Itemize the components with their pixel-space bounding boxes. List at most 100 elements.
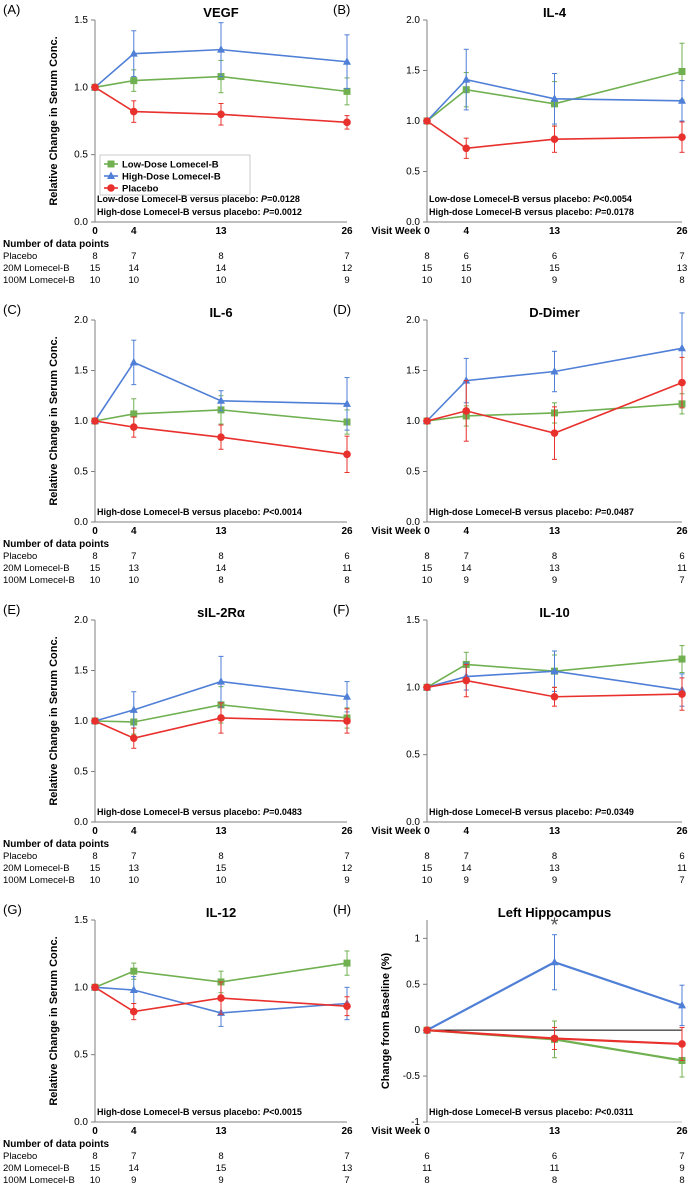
panel-a-point-low [130,77,138,85]
panel-e-count-placebo: 7 [344,851,349,862]
panel-g-point-high [129,985,138,994]
visit-week-label: Visit Week [371,826,421,837]
panel-c-count-low: 15 [90,563,101,574]
panel-d-count-high: 9 [552,575,557,586]
panel-e-point-placebo [129,734,138,742]
panel-b-x-tick-label: 0 [424,226,430,237]
panel-b-stat-line: High-dose Lomecel-B versus placebo: P=0.… [429,207,634,217]
panel-c-count-high: 10 [128,575,139,586]
panel-b-y-tick-label: 0.5 [406,167,420,178]
panel-e-count-low: 15 [90,863,101,874]
panel-g-title: IL-12 [206,905,236,920]
panel-h-point-high [678,1000,686,1009]
panel-c-point-placebo [129,423,138,431]
panel-a-count-high: 9 [344,275,349,286]
panel-g-count-placebo: 8 [218,1151,223,1162]
panel-g-count-low: 15 [216,1163,227,1174]
panel-c-count-low: 14 [216,563,227,574]
panel-e-x-tick-label: 26 [341,826,353,837]
panel-f-x-tick-label: 26 [676,826,688,837]
panel-b-count-placebo: 7 [679,251,684,262]
panel-c-x-tick-label: 26 [341,526,353,537]
panel-h-stat-line: High-dose Lomecel-B versus placebo: P<0.… [429,1107,633,1117]
panel-c-y-tick-label: 0.5 [74,467,88,478]
panel-a-title: VEGF [203,5,238,20]
panel-b-title: IL-4 [543,5,567,20]
panel-d-x-tick-label: 13 [549,526,561,537]
panel-e-y-tick-label: 1.0 [74,716,88,727]
data-points-header: Number of data points [3,839,110,850]
panel-c-y-tick-label: 1.0 [74,416,88,427]
panel-d-count-low: 11 [677,563,687,574]
panel-g-y-tick-label: 0.0 [74,1117,88,1128]
panel-a-stat-line: Low-dose Lomecel-B versus placebo: P=0.0… [97,194,300,204]
panel-f-point-placebo [678,690,686,698]
data-points-header: Number of data points [3,239,110,250]
panel-c-line-low [94,409,348,423]
panel-g-point-placebo [217,994,225,1002]
panel-f-x-tick-label: 4 [463,826,469,837]
panel-g-count-high: 10 [90,1175,101,1186]
panel-c-y-tick-label: 0.0 [74,517,88,528]
panel-a-y-tick-label: 0.0 [74,217,88,228]
panel-b-count-high: 10 [422,275,433,286]
panel-f-count-high: 9 [552,875,557,886]
panel-d-count-low: 15 [422,563,433,574]
panel-f-y-tick-label: 0.0 [406,817,420,828]
panel-a-legend-label-low: Low-Dose Lomecel-B [122,160,219,171]
panel-f-count-placebo: 8 [552,851,557,862]
panel-b-point-placebo [423,117,431,125]
panel-g-count-low: 15 [90,1163,101,1174]
panel-a-count-high: 10 [128,275,139,286]
panel-d-y-tick-label: 1.5 [406,366,420,377]
panel-a-count-placebo: 8 [218,251,223,262]
panel-e-point-high [217,677,225,685]
panel-c-x-tick-label: 4 [131,526,137,537]
panel-b-point-placebo [678,133,686,141]
panel-a-x-tick-label: 13 [215,226,227,237]
panel-b-count-high: 8 [679,275,684,286]
panel-e-count-low: 13 [128,863,139,874]
panel-h-count-high: 8 [679,1175,684,1186]
panel-e-point-placebo [91,717,99,725]
panel-h-count-low: 11 [422,1163,432,1174]
panel-h-y-label: Change from Baseline (%) [380,953,392,1090]
panel-a-point-high [217,45,225,53]
panel-c-count-placebo: 8 [92,551,97,562]
panel-e-stat-line: High-dose Lomecel-B versus placebo: P=0.… [97,807,302,817]
row-label-placebo: Placebo [3,551,37,562]
panel-a-point-low [343,87,351,95]
panel-b-y-tick-label: 1.5 [406,66,420,77]
panel-e-count-placebo: 8 [92,851,97,862]
panel-h-title: Left Hippocampus [498,905,611,920]
panel-d-count-placebo: 8 [552,551,557,562]
panel-a-count-placebo: 7 [344,251,349,262]
panel-b-count-placebo: 6 [464,251,469,262]
panel-d-count-low: 13 [549,563,560,574]
panel-g-x-tick-label: 0 [92,1126,98,1137]
panel-c-x-tick-label: 13 [215,526,227,537]
panel-e-line-high [94,680,348,722]
panel-c-point-low [130,410,138,418]
visit-week-label: Visit Week [371,1126,421,1137]
panel-h-significance-mark: * [551,915,559,937]
panel-a-y-tick-label: 1.5 [74,15,88,26]
panel-a-x-tick-label: 26 [341,226,353,237]
panel-a-count-high: 10 [216,275,227,286]
panel-d-count-placebo: 8 [424,551,429,562]
row-label-high: 100M Lomecel-B [3,875,75,886]
panel-d-line-high [426,347,683,422]
panel-f-point-placebo [462,676,471,685]
panel-f-count-low: 13 [549,863,560,874]
panel-f-line-high [426,670,683,691]
panel-a-x-tick-label: 0 [92,226,98,237]
panel-e-point-placebo [343,717,351,725]
panel-a-stat-line: High-dose Lomecel-B versus placebo: P=0.… [97,207,302,217]
panel-c-count-high: 8 [218,575,223,586]
panel-d-point-placebo [423,417,431,425]
panel-e-point-high [129,705,138,713]
panel-g-count-low: 13 [342,1163,353,1174]
panel-g-line-placebo [94,986,348,1013]
panel-c-y-tick-label: 1.5 [74,366,88,377]
panel-f-count-high: 9 [464,875,469,886]
